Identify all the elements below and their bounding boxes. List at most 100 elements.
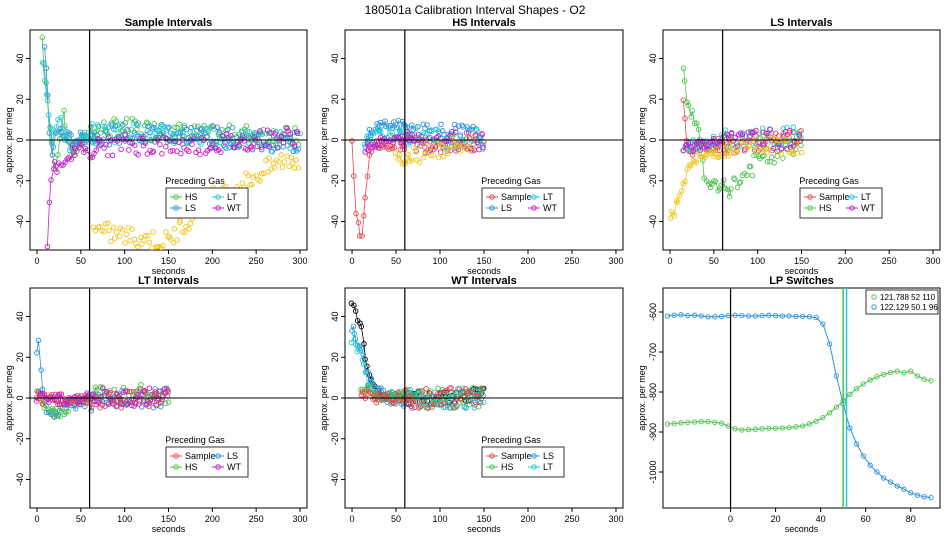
x-tick-label: 150: [476, 514, 491, 524]
data-point: [44, 243, 51, 250]
data-point: [718, 420, 725, 426]
x-tick-label: 200: [205, 256, 220, 266]
data-point: [94, 387, 100, 393]
data-point: [118, 405, 125, 411]
data-point: [130, 389, 137, 395]
data-point: [61, 133, 68, 140]
data-point: [351, 302, 357, 309]
legend-label: WT: [227, 203, 241, 213]
data-point: [177, 218, 183, 224]
data-point: [291, 143, 298, 150]
data-point: [867, 377, 873, 383]
data-point: [686, 162, 693, 168]
data-point: [691, 312, 698, 318]
x-tick-label: 100: [750, 256, 765, 266]
x-tick-label: 50: [709, 256, 719, 266]
data-point: [77, 140, 83, 147]
data-point: [141, 237, 147, 243]
data-point: [465, 129, 472, 136]
data-point: [73, 145, 79, 152]
data-point: [175, 129, 182, 135]
legend-entry-ls: LS: [486, 203, 512, 213]
data-point: [734, 184, 741, 191]
data-point: [171, 226, 178, 232]
data-point: [750, 143, 757, 149]
data-point: [43, 91, 50, 98]
data-point: [293, 157, 299, 163]
legend-entry-hs: HS: [170, 462, 198, 472]
series-gold: [667, 132, 805, 221]
x-tick-label: 100: [117, 514, 132, 524]
data-point: [214, 124, 220, 131]
data-point: [99, 123, 106, 129]
data-point: [423, 405, 430, 411]
data-point: [418, 142, 424, 148]
legend-title: Preceding Gas: [799, 176, 859, 186]
data-point: [92, 128, 99, 134]
data-point: [382, 118, 388, 124]
panel-6: LP Switches 0 20 40 60 80 -1000 -900 -800 -700 -60…: [637, 275, 941, 534]
data-point: [786, 128, 793, 134]
y-tick-label: -20: [330, 174, 340, 187]
x-tick-label: 250: [882, 256, 897, 266]
data-point: [397, 146, 404, 153]
data-point: [786, 424, 792, 431]
data-point: [51, 396, 58, 403]
x-axis-label: seconds: [152, 266, 186, 276]
data-point: [687, 163, 694, 169]
legend-label: 121.788 52 110: [880, 293, 936, 302]
x-tick-label: 50: [391, 256, 401, 266]
data-point: [731, 175, 737, 181]
y-tick-label: 20: [648, 94, 658, 104]
data-point: [767, 126, 773, 133]
data-point: [454, 395, 460, 402]
data-point: [421, 398, 427, 405]
data-point: [389, 130, 396, 136]
data-point: [786, 313, 792, 319]
data-point: [827, 341, 833, 347]
data-point: [134, 394, 141, 401]
data-point: [449, 135, 456, 142]
data-point: [63, 398, 70, 405]
data-point: [227, 141, 234, 147]
data-point: [246, 128, 253, 135]
data-point: [439, 401, 445, 408]
data-point: [779, 425, 786, 431]
data-point: [770, 145, 777, 152]
data-point: [151, 121, 157, 127]
data-point: [170, 240, 177, 246]
data-point: [373, 137, 380, 144]
data-point: [456, 386, 463, 392]
data-point: [478, 134, 484, 140]
data-point: [39, 401, 46, 407]
data-point: [165, 399, 172, 405]
legend-box: [165, 187, 249, 219]
data-point: [251, 134, 257, 140]
data-point: [86, 129, 92, 136]
x-tick-label: 0: [668, 256, 673, 266]
data-point: [695, 138, 702, 144]
data-point: [150, 133, 156, 140]
series-line: [42, 62, 98, 152]
data-point: [711, 153, 717, 160]
series-121-788-52-110: [664, 368, 934, 433]
y-tick-label: 0: [330, 395, 340, 400]
data-point: [674, 199, 681, 206]
data-point: [479, 386, 486, 392]
data-point: [414, 399, 421, 405]
data-point: [137, 135, 143, 142]
data-point: [35, 337, 42, 344]
data-point: [118, 146, 124, 153]
data-point: [274, 145, 281, 151]
data-point: [132, 132, 139, 138]
data-point: [908, 368, 914, 374]
data-point: [425, 405, 432, 411]
data-point: [385, 125, 392, 131]
data-point: [874, 469, 880, 475]
legend-box: [481, 446, 565, 478]
data-point: [65, 408, 71, 415]
data-point: [116, 233, 123, 239]
data-point: [159, 396, 165, 403]
data-point: [474, 396, 481, 403]
